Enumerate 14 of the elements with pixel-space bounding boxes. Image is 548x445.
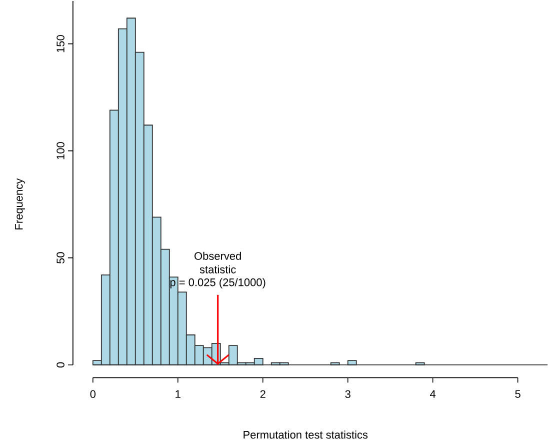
x-tick-label: 5 — [515, 390, 520, 398]
y-tick-label: 150 — [56, 35, 64, 52]
x-axis-title: Permutation test statistics — [244, 430, 368, 439]
x-tick-label: 1 — [176, 390, 180, 398]
annotation: Observed statistic — [194, 252, 241, 274]
x-tick-label: 4 — [430, 390, 436, 398]
x-tick-label: 2 — [260, 390, 266, 398]
x-tick-label: 0 — [90, 390, 96, 398]
y-tick-label: 100 — [56, 142, 64, 160]
y-tick-label: 50 — [56, 252, 64, 264]
y-axis-title: Frequency — [15, 178, 25, 230]
annotation: p = 0.025 (25/1000) — [170, 278, 266, 289]
x-tick-label: 3 — [345, 390, 350, 398]
y-tick-label: 0 — [56, 362, 64, 368]
